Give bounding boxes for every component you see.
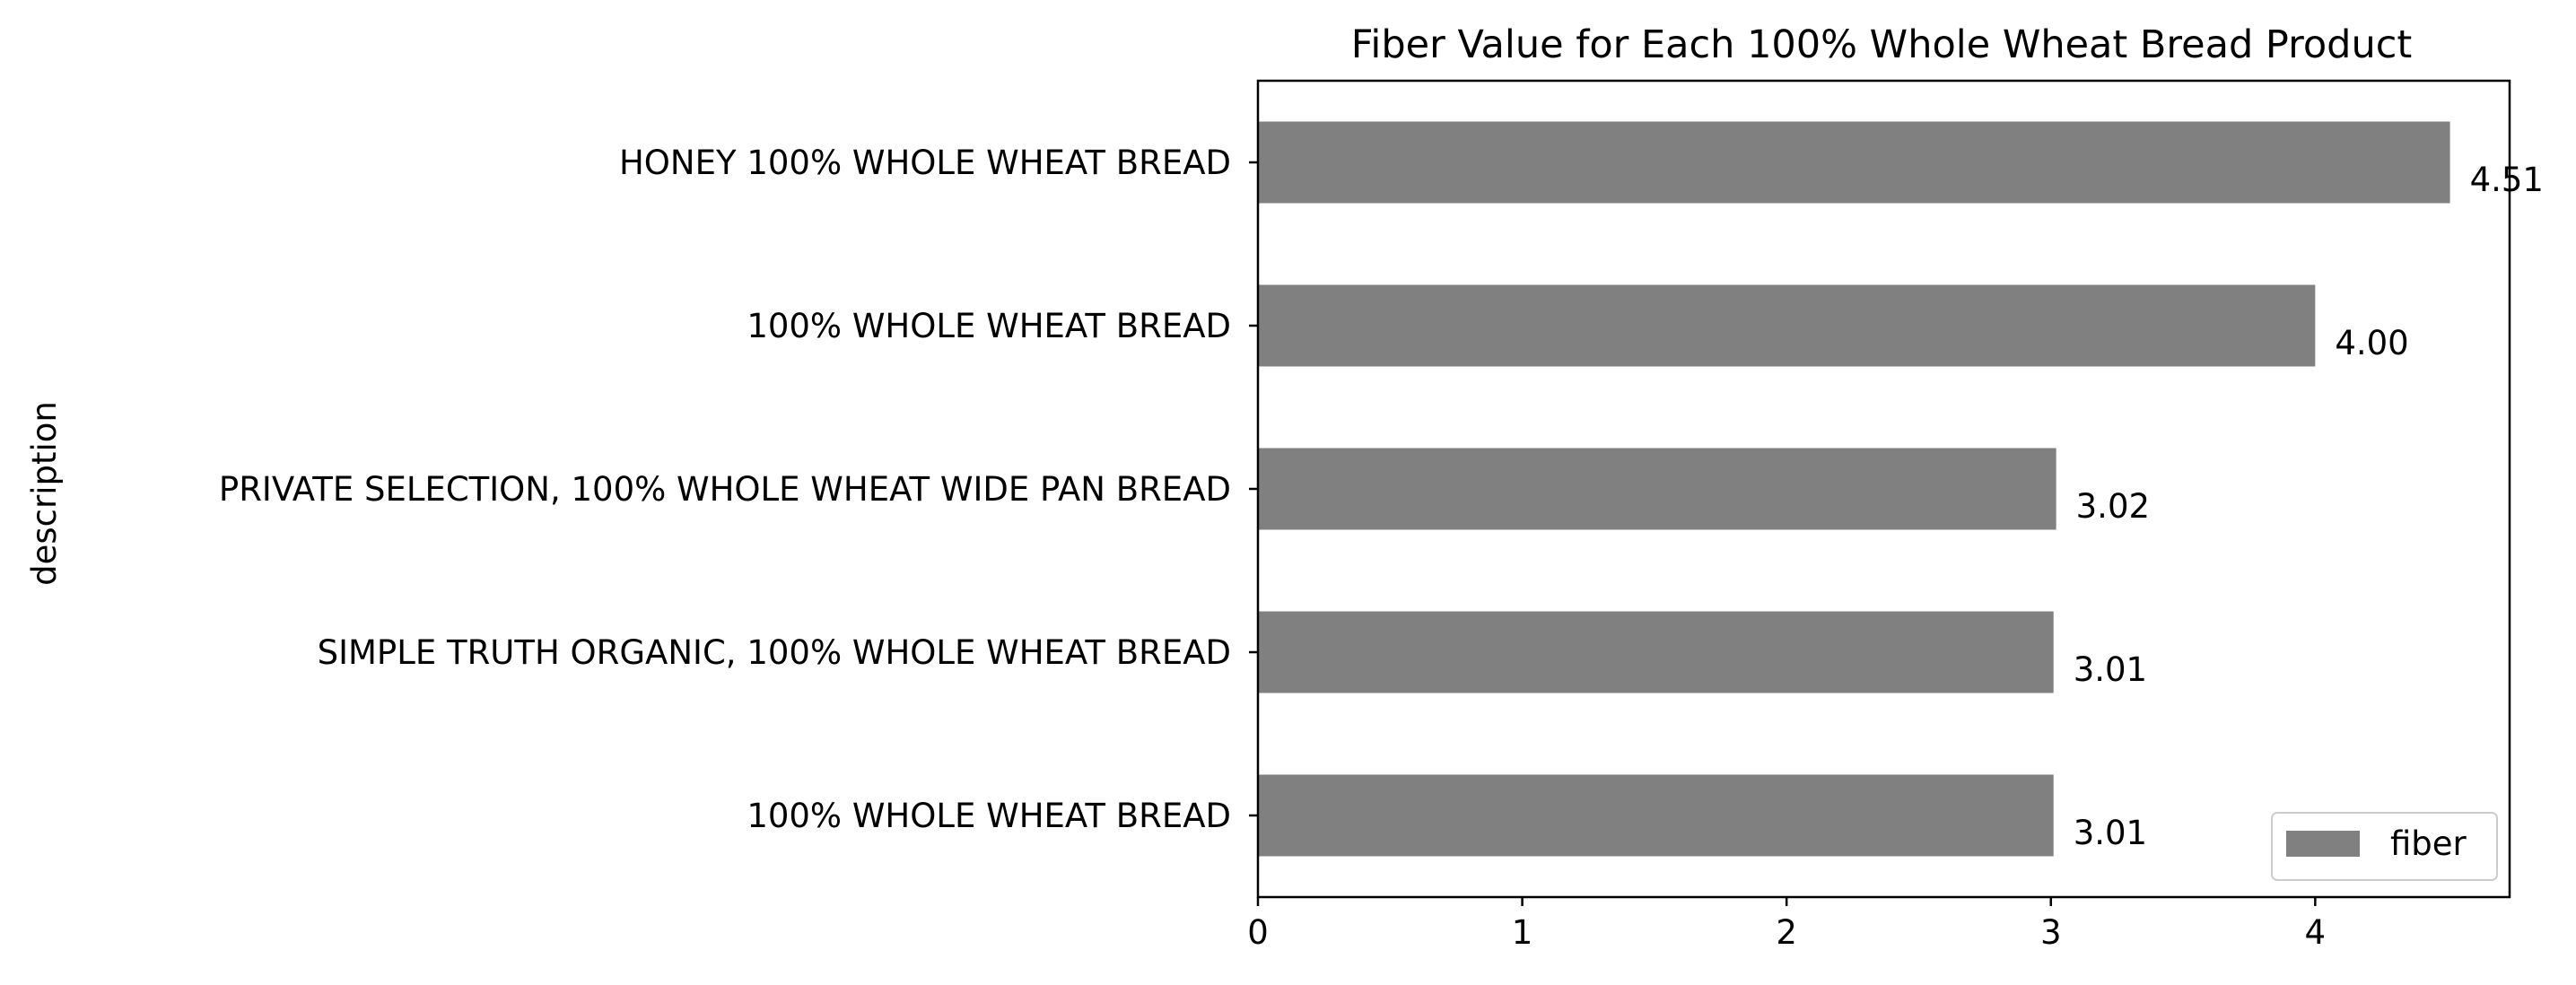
x-tick-label: 0 (1247, 913, 1269, 952)
plot-frame (1256, 79, 2511, 899)
legend-box (2271, 812, 2498, 881)
bar (1258, 611, 2054, 693)
y-tick-labels: HONEY 100% WHOLE WHEAT BREAD 100% WHOLE W… (219, 144, 1258, 835)
x-tick-label: 4 (2305, 913, 2327, 952)
data-label: 3.01 (2074, 650, 2147, 689)
bar (1258, 284, 2316, 367)
x-tick-label: 3 (2040, 913, 2062, 952)
bar (1258, 774, 2054, 857)
y-tick-label: HONEY 100% WHOLE WHEAT BREAD (619, 144, 1231, 182)
legend-label-fiber: fiber (2390, 824, 2467, 863)
bar (1258, 448, 2056, 530)
data-label: 4.00 (2335, 324, 2408, 362)
data-label: 3.01 (2074, 814, 2147, 852)
chart-title: Fiber Value for Each 100% Whole Wheat Br… (1351, 22, 2412, 67)
y-axis-label: description (25, 401, 64, 586)
x-tick-label: 1 (1512, 913, 1533, 952)
y-tick-label: 100% WHOLE WHEAT BREAD (747, 797, 1231, 835)
y-tick-label: 100% WHOLE WHEAT BREAD (747, 307, 1231, 345)
x-tick-label: 2 (1776, 913, 1797, 952)
x-tick-labels: 0 1 2 3 4 (1247, 897, 2326, 952)
legend: fiber (2271, 812, 2498, 881)
data-label: 4.51 (2470, 161, 2544, 199)
y-tick-label: SIMPLE TRUTH ORGANIC, 100% WHOLE WHEAT B… (318, 633, 1231, 672)
bars-group: 4.51 4.00 3.02 3.01 3.01 (1258, 121, 2544, 857)
y-tick-label: PRIVATE SELECTION, 100% WHOLE WHEAT WIDE… (219, 470, 1231, 509)
bar (1258, 121, 2450, 204)
data-label: 3.02 (2076, 487, 2150, 526)
legend-swatch-fiber (2286, 831, 2360, 857)
